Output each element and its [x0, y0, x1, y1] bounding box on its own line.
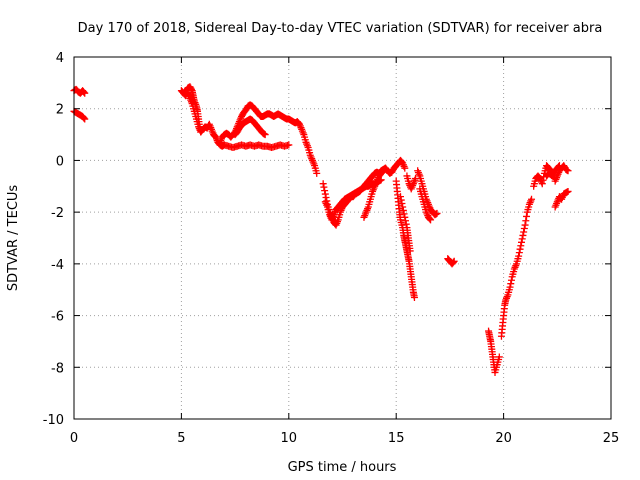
- y-tick-label: -6: [51, 310, 64, 325]
- data-point: [399, 203, 407, 211]
- data-point: [402, 217, 410, 225]
- data-point: [527, 197, 535, 205]
- data-point: [502, 294, 510, 302]
- plot-frame: [73, 56, 612, 420]
- data-point: [520, 225, 528, 233]
- data-point: [396, 193, 404, 201]
- data-point: [495, 353, 503, 361]
- data-point: [515, 252, 523, 260]
- data-point: [400, 210, 408, 218]
- data-point: [503, 293, 511, 301]
- x-tick-label: 25: [603, 431, 620, 446]
- y-tick-label: 4: [56, 51, 64, 66]
- data-point: [517, 242, 525, 250]
- data-point: [399, 206, 407, 214]
- data-point: [187, 85, 195, 93]
- y-tick-label: -10: [43, 413, 64, 428]
- data-point: [319, 180, 327, 188]
- data-point: [401, 213, 409, 221]
- data-point: [506, 283, 514, 291]
- axis-ticks: 0 5 10 15 20 25 -10 -8 -6 -4 -2 0 2 4: [43, 51, 620, 446]
- data-point: [321, 187, 329, 195]
- data-point: [410, 293, 418, 301]
- data-point: [401, 164, 409, 172]
- y-tick-label: -2: [51, 206, 64, 221]
- data-point: [520, 228, 528, 236]
- data-point: [528, 195, 536, 203]
- data-point: [406, 247, 414, 255]
- data-point: [320, 183, 328, 191]
- data-point: [523, 212, 531, 220]
- data-point: [381, 164, 389, 172]
- x-tick-label: 10: [281, 431, 298, 446]
- data-point: [381, 165, 389, 173]
- data-point: [521, 221, 529, 229]
- data-point: [398, 200, 406, 208]
- y-tick-label: 2: [56, 103, 64, 118]
- data-point: [526, 199, 534, 207]
- data-point: [397, 196, 405, 204]
- data-point: [303, 142, 311, 150]
- data-point: [427, 216, 435, 224]
- chart-title: Day 170 of 2018, Sidereal Day-to-day VTE…: [78, 21, 603, 36]
- data-point: [303, 140, 311, 148]
- data-marks: [70, 83, 572, 376]
- data-point: [197, 128, 205, 136]
- data-point: [414, 168, 422, 176]
- x-tick-label: 5: [177, 431, 185, 446]
- data-point: [426, 215, 434, 223]
- data-point: [555, 162, 563, 170]
- data-point: [261, 131, 269, 139]
- x-tick-label: 0: [70, 431, 78, 446]
- y-axis-label: SDTVAR / TECUs: [6, 185, 21, 292]
- data-point: [512, 262, 520, 270]
- data-point: [511, 263, 519, 271]
- data-point: [321, 190, 329, 198]
- data-point: [81, 115, 89, 123]
- data-point: [518, 238, 525, 246]
- data-point: [522, 217, 530, 225]
- data-point: [564, 187, 572, 195]
- data-point: [449, 258, 457, 266]
- y-tick-label: 0: [56, 154, 64, 169]
- data-point: [555, 162, 563, 170]
- data-point: [80, 88, 88, 96]
- data-point: [507, 276, 515, 284]
- data-point: [322, 193, 330, 201]
- data-point: [539, 176, 547, 184]
- data-point: [507, 280, 515, 288]
- data-point: [519, 231, 527, 239]
- x-tick-label: 15: [388, 431, 405, 446]
- data-point: [80, 114, 88, 122]
- data-point: [538, 180, 546, 188]
- x-tick-label: 20: [495, 431, 512, 446]
- data-point: [433, 209, 441, 217]
- data-point: [564, 167, 572, 175]
- grid: [74, 57, 611, 419]
- data-point: [450, 257, 458, 265]
- x-axis-label: GPS time / hours: [288, 460, 397, 475]
- data-point: [285, 141, 293, 149]
- y-tick-label: -8: [51, 361, 64, 376]
- data-point: [402, 220, 410, 228]
- data-point: [518, 235, 526, 243]
- data-point: [81, 89, 89, 97]
- data-point: [415, 170, 423, 178]
- y-tick-label: -4: [51, 258, 64, 273]
- data-point: [516, 245, 524, 253]
- data-point: [313, 169, 321, 177]
- data-point: [515, 249, 523, 257]
